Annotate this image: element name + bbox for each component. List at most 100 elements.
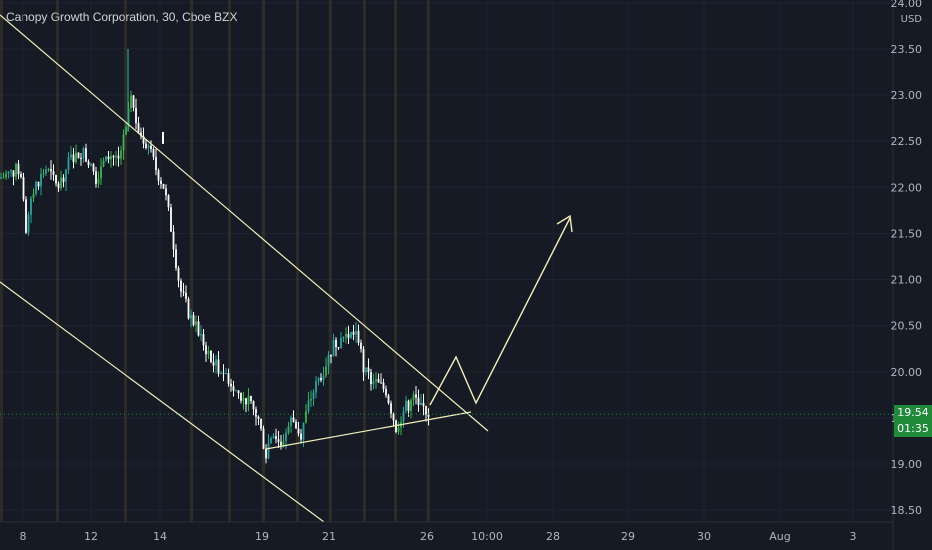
candle-body	[420, 402, 422, 406]
candle-body	[255, 409, 257, 417]
candle-body	[77, 152, 80, 158]
session-band	[296, 0, 299, 522]
support-line	[265, 411, 472, 450]
candle-body	[10, 170, 12, 172]
candle-body	[310, 398, 312, 401]
x-tick-label: Aug	[769, 530, 790, 543]
candle-body	[177, 268, 180, 281]
candle-body	[247, 395, 250, 405]
candle-body	[32, 194, 35, 199]
candle-body	[347, 333, 350, 338]
y-tick-label: 23.50	[891, 43, 923, 56]
candle-body	[75, 152, 77, 162]
candle-body	[60, 177, 62, 189]
candle-body	[200, 334, 202, 336]
session-band	[329, 0, 332, 522]
candle-body	[385, 389, 387, 396]
candle-body	[210, 350, 212, 362]
candle-body	[252, 401, 255, 410]
x-tick-label: 29	[621, 530, 635, 543]
currency-label: USD	[901, 14, 923, 25]
candle-body	[207, 350, 210, 355]
candle-body	[52, 171, 55, 176]
y-tick-label: 21.50	[891, 227, 923, 240]
candle-body	[422, 402, 425, 407]
candle-body	[135, 107, 137, 124]
candle-body	[125, 127, 127, 135]
candle-body	[315, 381, 317, 393]
candle-body	[272, 436, 275, 438]
candle-body	[132, 95, 135, 108]
y-tick-label: 22.00	[891, 181, 923, 194]
candle-body	[357, 330, 360, 343]
candle-body	[205, 345, 207, 355]
candle-body	[17, 163, 20, 175]
candle-body	[142, 136, 145, 144]
candle-body	[282, 441, 285, 446]
candle-body	[0, 177, 2, 179]
candle-body-spike	[162, 131, 164, 144]
candle-body	[390, 403, 392, 414]
y-tick-label: 23.00	[891, 89, 923, 102]
candle-body	[405, 400, 407, 412]
candle-body	[25, 199, 27, 233]
projection-path	[429, 217, 571, 406]
candle-body	[157, 170, 160, 181]
candle-body	[220, 373, 222, 375]
candle-body	[265, 448, 267, 459]
candle-body	[62, 177, 65, 182]
candle-body	[190, 314, 192, 319]
candle-body	[130, 95, 132, 109]
candle-body	[325, 366, 327, 376]
candle-body	[342, 337, 345, 339]
candle-body	[72, 154, 75, 162]
candle-body	[277, 439, 280, 442]
candle-body	[392, 413, 395, 421]
candle-body	[242, 398, 245, 401]
session-band	[262, 0, 265, 522]
projection-arrowhead	[556, 214, 573, 233]
candle-body	[22, 177, 25, 200]
session-band	[427, 0, 430, 522]
last-price: 19.54	[897, 406, 929, 419]
candle-body	[332, 339, 335, 357]
session-bands	[0, 0, 430, 522]
x-tick-label: 8	[20, 530, 27, 543]
candle-body	[307, 400, 310, 412]
candle-body	[87, 161, 90, 166]
candle-body	[217, 359, 220, 374]
candle-body	[352, 331, 355, 335]
candle-body	[150, 145, 152, 149]
candle-body	[370, 372, 372, 385]
candle-body	[245, 398, 247, 405]
candle-body	[105, 156, 107, 161]
candle-body	[235, 390, 237, 392]
candle-body	[355, 330, 357, 335]
candle-body	[360, 342, 362, 349]
candle-body	[137, 123, 140, 133]
candle-body	[65, 169, 67, 182]
candle-body	[147, 145, 150, 148]
chart-title: Canopy Growth Corporation, 30, Cboe BZX	[6, 10, 238, 24]
candle-body	[305, 411, 307, 423]
candle-body	[175, 249, 177, 269]
candle-body	[80, 157, 82, 159]
candle-body	[280, 441, 282, 446]
candle-body	[50, 169, 52, 172]
candle-body	[215, 359, 217, 366]
candle-body	[92, 163, 95, 172]
candle-body	[165, 188, 167, 196]
candle-body	[240, 393, 242, 401]
candle-body	[317, 377, 320, 382]
x-tick-label: 12	[84, 530, 98, 543]
candle-body	[180, 280, 182, 292]
last-price-badge: 19.54 01:35	[894, 405, 932, 437]
candle-body	[112, 156, 115, 158]
candle-body	[120, 150, 122, 159]
candle-body	[57, 183, 60, 189]
candle-body	[290, 417, 292, 426]
candle-body	[425, 406, 427, 415]
candle-body	[67, 157, 70, 170]
candle-body	[85, 148, 87, 162]
